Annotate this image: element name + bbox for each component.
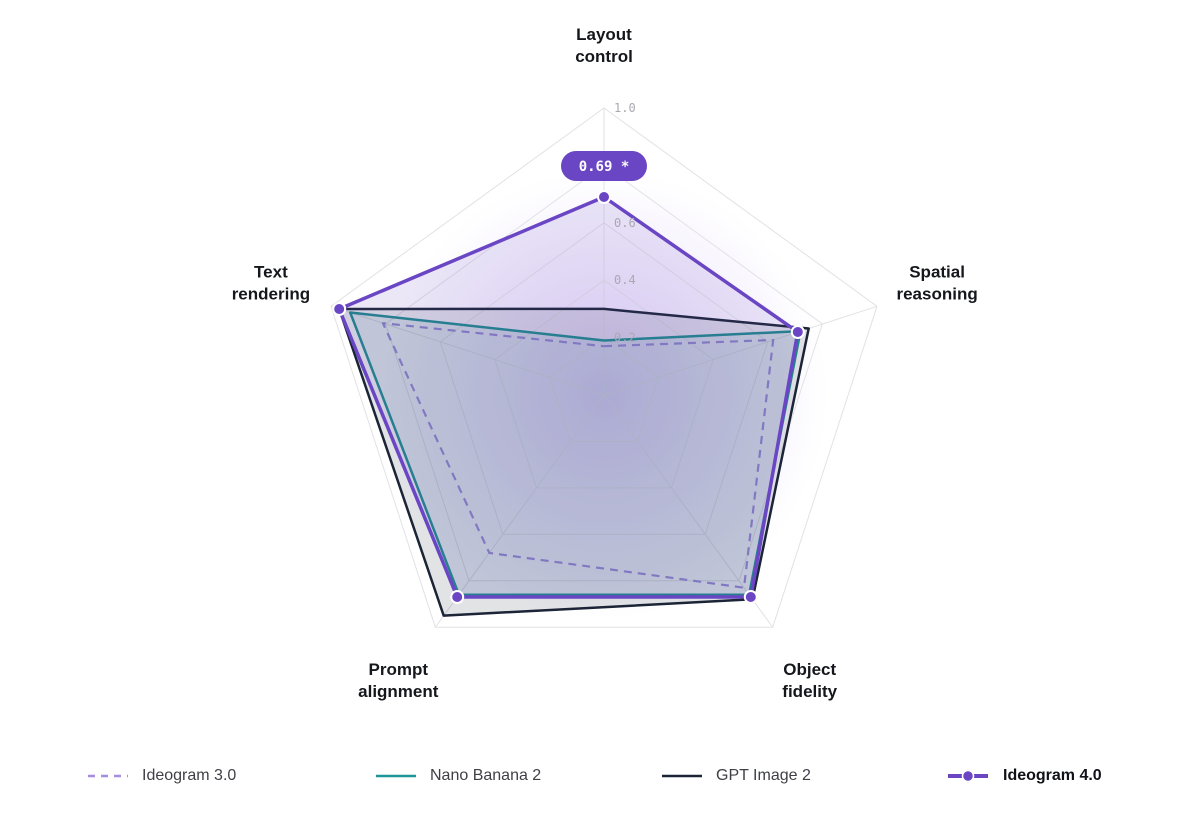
grid-spoke [434,394,605,628]
series-ideogram-3-0 [381,322,775,589]
marker-layout-control [597,190,611,204]
grid-spoke [603,394,774,628]
chart-legend: Ideogram 3.0 Nano Banana 2 GPT Image 2 I… [0,756,1200,796]
legend-label: Ideogram 4.0 [1003,767,1102,784]
grid-spoke [603,305,878,396]
highlight-badge-background [561,151,647,181]
tick-label-0-4: 0.4 [614,273,636,287]
axis-label-line: rendering [232,284,310,303]
series-ideogram-4-0 [337,195,800,599]
radar-series [337,195,810,617]
legend-item-gpt-image-2: GPT Image 2 [662,756,811,796]
axis-label-object-fidelity: Object fidelity [782,660,837,701]
series-markers [332,190,805,604]
legend-swatch-teal-icon [376,774,416,778]
axis-label-layout-control: Layout control [575,25,633,66]
tick-label-0-6: 0.6 [614,216,636,230]
legend-item-ideogram-4: Ideogram 4.0 [947,756,1102,796]
tick-label-0-2: 0.2 [614,331,636,345]
series-nano-banana-2 [348,311,802,596]
marker-prompt-alignment [450,590,465,604]
marker-object-fidelity [743,590,758,604]
highlight-badge: 0.69 * [561,151,647,181]
grid-spoke [330,305,605,396]
legend-label: GPT Image 2 [716,767,811,784]
legend-item-ideogram-3: Ideogram 3.0 [88,756,236,796]
grid-ring [385,164,823,582]
axis-label-spatial-reasoning: Spatial reasoning [896,262,977,303]
legend-label: Nano Banana 2 [430,767,542,784]
axis-label-line: Object [783,660,836,679]
axis-label-line: alignment [358,682,439,701]
legend-item-nano-banana-2: Nano Banana 2 [376,756,541,796]
axis-label-line: reasoning [896,284,977,303]
axis-label-line: Spatial [909,262,965,281]
legend-swatch-dashed-icon [88,774,128,778]
marker-text-rendering [332,302,347,316]
axis-label-text-rendering: Text rendering [232,262,310,303]
axis-labels: Layout control Spatial reasoning Object fidel… [232,25,978,701]
grid-ring [330,107,878,628]
grid-ring [548,336,660,442]
axis-label-line: control [575,47,633,66]
legend-label: Ideogram 3.0 [142,767,237,784]
axis-label-line: fidelity [782,682,837,701]
axis-label-line: Text [254,262,288,281]
axis-label-line: Layout [576,25,632,44]
radial-ticks: 0.2 0.4 0.6 1.0 [614,101,636,345]
radar-grid [330,107,878,628]
grid-ring [494,279,714,489]
axis-label-prompt-alignment: Prompt alignment [358,660,439,701]
highlight-badge-label: 0.69 * [579,159,630,175]
legend-swatch-navy-icon [662,774,702,778]
legend-swatch-marker-icon [948,769,988,783]
tick-label-1-0: 1.0 [614,101,636,115]
marker-spatial-reasoning [790,325,805,339]
axis-label-line: Prompt [369,660,429,679]
series-gpt-image-2 [337,307,810,617]
